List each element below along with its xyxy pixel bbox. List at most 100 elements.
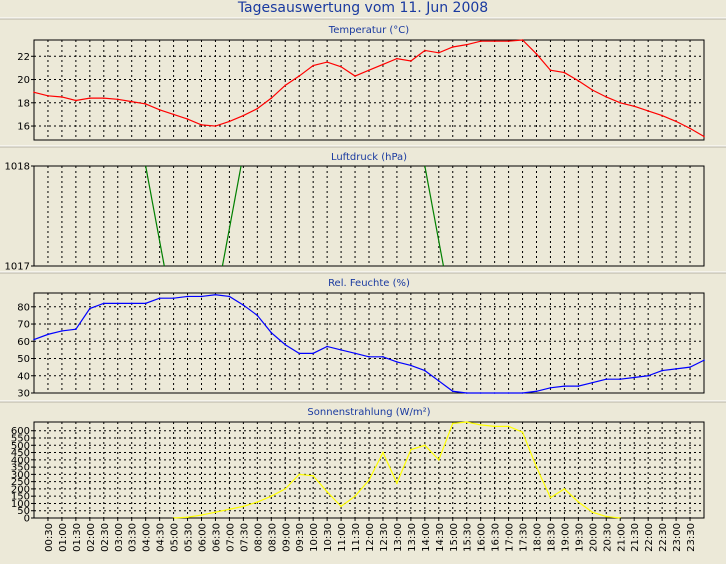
x-tick-label: 12:30: [379, 523, 390, 552]
x-tick-label: 01:00: [58, 523, 69, 552]
data-point: [340, 349, 342, 351]
data-point: [479, 424, 482, 426]
data-point: [507, 425, 510, 428]
data-point: [270, 97, 273, 99]
y-tick-label: 400: [11, 455, 30, 466]
page-title: Tagesauswertung vom 11. Jun 2008: [237, 0, 489, 16]
data-point: [703, 135, 705, 138]
x-tick-label: 00:30: [44, 523, 55, 552]
data-point: [116, 302, 119, 305]
y-tick-label: 450: [11, 448, 30, 459]
data-point: [75, 328, 77, 331]
data-point: [186, 295, 189, 298]
x-tick-label: 18:00: [533, 523, 544, 552]
x-tick-label: 07:00: [225, 523, 236, 552]
x-tick-label: 05:30: [184, 523, 195, 552]
data-point: [326, 345, 328, 348]
data-point: [130, 302, 133, 305]
data-point: [451, 390, 454, 393]
x-tick-label: 22:30: [658, 523, 669, 552]
data-point: [493, 40, 496, 42]
series-line-segment: [424, 165, 445, 267]
y-tick-label: 16: [17, 122, 30, 133]
data-point: [340, 65, 342, 68]
data-point: [47, 95, 49, 97]
x-tick-label: 13:30: [407, 523, 418, 552]
x-tick-label: 21:30: [630, 523, 641, 552]
y-tick-label: 300: [11, 470, 30, 481]
data-point: [242, 505, 245, 508]
data-point: [256, 314, 259, 317]
data-point: [437, 459, 440, 461]
data-point: [507, 392, 510, 394]
data-point: [75, 99, 77, 102]
y-tick-label: 550: [11, 434, 30, 445]
data-point: [521, 39, 524, 41]
data-point: [102, 97, 105, 99]
data-point: [410, 60, 412, 62]
data-point: [186, 118, 189, 120]
data-point: [172, 297, 175, 299]
x-tick-label: 08:30: [267, 523, 278, 552]
data-point: [33, 91, 35, 94]
data-point: [493, 392, 496, 394]
data-point: [675, 120, 677, 123]
data-point: [172, 113, 175, 116]
data-point: [144, 302, 147, 305]
chart-panel-4: Sonnenstrahlung (W/m²) 050100150200250300…: [0, 400, 726, 525]
data-point: [424, 444, 426, 447]
data-point: [563, 488, 566, 490]
data-point: [661, 114, 663, 117]
x-tick-label: 04:30: [156, 523, 167, 552]
data-point: [228, 120, 231, 123]
x-tick-label: 11:00: [337, 523, 348, 552]
x-tick-label: 06:30: [211, 523, 222, 552]
data-point: [382, 63, 384, 66]
x-tick-label: 07:30: [239, 523, 250, 552]
data-point: [354, 75, 356, 77]
data-point: [451, 46, 454, 48]
data-point: [563, 71, 566, 74]
data-point: [424, 369, 426, 372]
data-point: [368, 355, 370, 358]
data-point: [521, 392, 524, 394]
x-tick-label: 19:00: [560, 523, 571, 552]
x-tick-label: 16:30: [491, 523, 502, 552]
x-tick-label: 20:30: [602, 523, 613, 552]
data-point: [689, 366, 691, 368]
x-tick-label: 14:30: [435, 523, 446, 552]
chart-title: Sonnenstrahlung (W/m²): [307, 407, 430, 418]
series-line-segment: [145, 165, 165, 267]
x-tick-label: 03:00: [114, 523, 125, 552]
data-point: [521, 431, 524, 433]
data-point: [535, 390, 538, 393]
data-point: [577, 79, 580, 82]
data-point: [284, 343, 287, 346]
chart-panel-1: Temperatur (°C) 16 18 20 22: [0, 17, 726, 141]
data-point: [130, 100, 133, 103]
y-tick-label: 100: [11, 499, 30, 510]
data-point: [647, 374, 649, 377]
chart-panel-3: Rel. Feuchte (%) 30 40 50 60 70 80: [0, 271, 726, 400]
data-point: [214, 293, 217, 296]
x-tick-label: 02:00: [86, 523, 97, 552]
x-tick-label: 02:30: [100, 523, 111, 552]
y-tick-label: 250: [11, 477, 30, 488]
data-point: [270, 495, 273, 497]
data-point: [591, 381, 594, 384]
data-point: [689, 127, 691, 130]
data-point: [228, 295, 231, 298]
data-point: [354, 495, 356, 497]
data-point: [312, 64, 314, 67]
data-point: [410, 448, 412, 451]
x-tick-label: 15:30: [463, 523, 474, 552]
data-point: [89, 307, 91, 310]
y-tick-label: 40: [17, 371, 30, 382]
y-tick-label: 1018: [5, 162, 30, 173]
data-point: [465, 392, 468, 394]
data-point: [410, 364, 412, 367]
x-tick-label: 16:00: [477, 523, 488, 552]
data-point: [605, 515, 608, 518]
series-line-segment: [221, 165, 242, 267]
x-tick-label: 14:00: [421, 523, 432, 552]
